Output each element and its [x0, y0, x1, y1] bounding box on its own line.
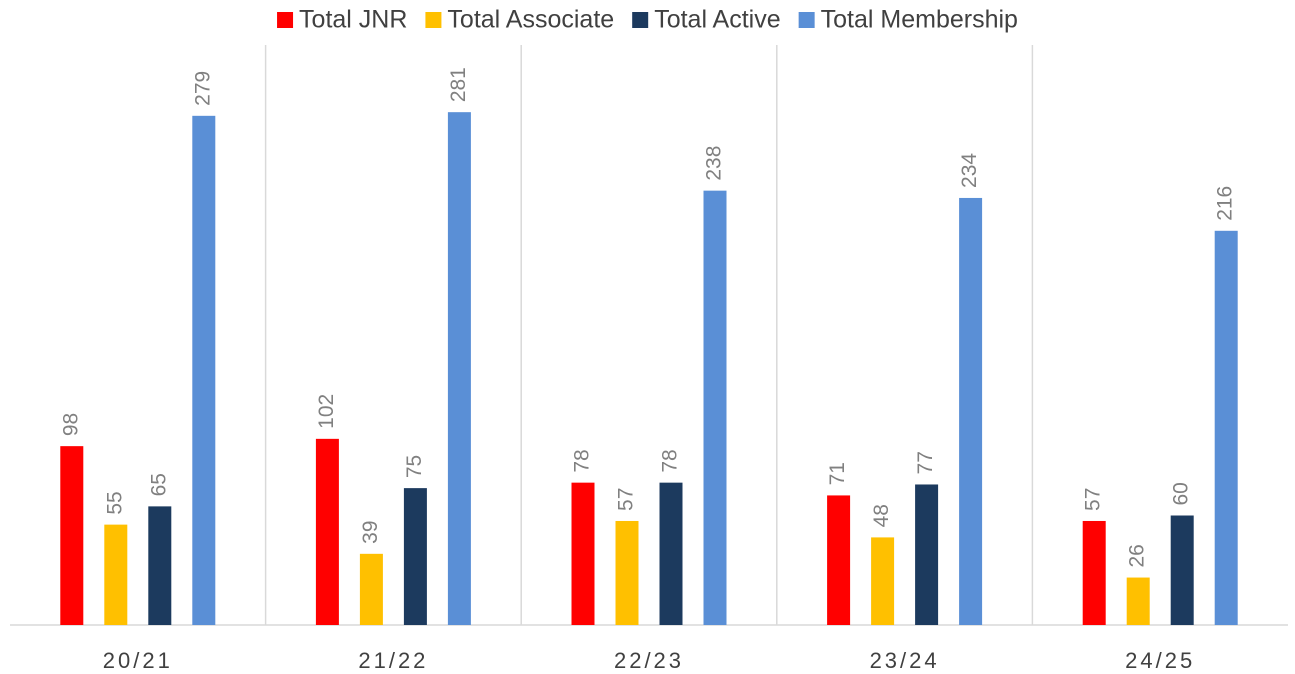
bar	[615, 520, 639, 625]
bar	[1170, 515, 1194, 625]
value-label: 39	[359, 520, 382, 543]
legend-swatch	[277, 12, 294, 28]
value-label: 55	[103, 491, 126, 514]
value-label: 216	[1214, 186, 1237, 221]
bar	[104, 524, 128, 625]
bar	[827, 495, 851, 625]
value-label: 78	[571, 449, 594, 472]
legend-swatch	[632, 12, 649, 28]
value-label: 98	[59, 413, 82, 436]
legend-label: Total JNR	[299, 6, 407, 34]
x-tick-label: 23/24	[870, 648, 940, 673]
bar	[315, 438, 339, 625]
legend-label: Total Associate	[447, 6, 614, 34]
bar	[1126, 577, 1150, 625]
value-label: 75	[403, 455, 426, 478]
bar	[447, 112, 471, 626]
x-tick-label: 24/25	[1125, 648, 1195, 673]
bar	[359, 553, 383, 625]
legend-label: Total Active	[654, 6, 780, 34]
value-label: 102	[315, 394, 338, 429]
value-label: 281	[447, 67, 470, 102]
value-label: 77	[914, 451, 937, 474]
legend-swatch	[798, 12, 815, 28]
bar	[60, 446, 84, 625]
bar	[192, 115, 216, 625]
value-label: 279	[191, 71, 214, 106]
bar	[871, 537, 895, 625]
bar	[659, 482, 683, 625]
value-label: 234	[958, 153, 981, 188]
value-label: 60	[1170, 482, 1193, 505]
value-label: 57	[615, 488, 638, 511]
value-label: 78	[659, 449, 682, 472]
bar	[703, 190, 727, 625]
value-label: 65	[147, 473, 170, 496]
legend-label: Total Membership	[821, 6, 1018, 34]
value-label: 57	[1082, 488, 1105, 511]
value-label: 48	[870, 504, 893, 527]
x-tick-label: 21/22	[358, 648, 428, 673]
bar	[148, 506, 172, 625]
bar	[571, 482, 595, 625]
bar	[403, 488, 427, 625]
x-tick-label: 20/21	[103, 648, 173, 673]
value-label: 26	[1126, 544, 1149, 567]
value-label: 238	[703, 146, 726, 181]
bar	[1214, 230, 1238, 626]
legend-swatch	[425, 12, 442, 28]
value-label: 71	[826, 462, 849, 485]
bar	[1082, 520, 1106, 625]
bar	[915, 484, 939, 625]
x-tick-label: 22/23	[614, 648, 684, 673]
bar	[959, 197, 983, 625]
